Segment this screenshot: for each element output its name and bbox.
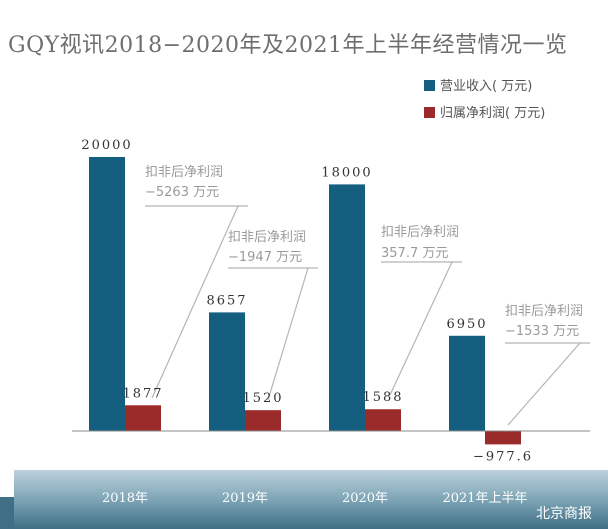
legend-label-profit: 归属净利润( 万元) xyxy=(440,106,545,121)
revenue-value-label-3: 6950 xyxy=(446,317,487,332)
profit-value-label-1: 1520 xyxy=(242,391,283,406)
annotation-leader-2 xyxy=(389,261,453,396)
annotation-value-1: −1947 万元 xyxy=(228,250,302,265)
revenue-bar-2 xyxy=(329,184,365,431)
legend-label-revenue: 营业收入( 万元) xyxy=(440,79,532,94)
category-band xyxy=(14,470,608,529)
profit-bar-2 xyxy=(365,409,401,431)
revenue-bar-1 xyxy=(209,312,245,431)
annotation-value-3: −1533 万元 xyxy=(505,324,579,339)
profit-bar-1 xyxy=(245,410,281,431)
category-label-2: 2020年 xyxy=(342,491,388,506)
profit-value-label-2: 1588 xyxy=(362,390,403,405)
category-label-0: 2018年 xyxy=(102,491,148,506)
annotation-title-3: 扣非后净利润 xyxy=(505,304,583,319)
annotation-value-2: 357.7 万元 xyxy=(381,246,448,261)
label-layer: 20000 8657 18000 6950 1877 1520 1588 −977.6 2018… xyxy=(81,138,533,506)
profit-bar-3 xyxy=(485,431,521,445)
source-label: 北京商报 xyxy=(536,506,592,522)
profit-value-label-3: −977.6 xyxy=(473,449,533,464)
annotation-title-0: 扣非后净利润 xyxy=(145,165,223,180)
chart-title: GQY视讯2018−2020年及2021年上半年经营情况一览 xyxy=(8,33,568,58)
revenue-bar-0 xyxy=(89,157,125,431)
revenue-value-label-1: 8657 xyxy=(206,293,247,308)
annotation-leader-1 xyxy=(267,267,309,401)
revenue-bar-3 xyxy=(449,335,485,431)
bar-layer xyxy=(89,157,521,445)
profit-value-label-0: 1877 xyxy=(122,386,163,401)
revenue-value-label-0: 20000 xyxy=(81,138,132,153)
revenue-value-label-2: 18000 xyxy=(321,165,372,180)
annotation-title-1: 扣非后净利润 xyxy=(228,230,306,245)
annotation-title-2: 扣非后净利润 xyxy=(381,225,459,240)
profit-bar-0 xyxy=(125,405,161,431)
annotation-value-0: −5263 万元 xyxy=(145,185,219,200)
legend-swatch-profit xyxy=(424,107,435,118)
legend-swatch-revenue xyxy=(424,80,435,91)
annotation-leader-3 xyxy=(507,342,581,426)
category-label-1: 2019年 xyxy=(222,491,268,506)
annotation-leader-0 xyxy=(151,205,239,399)
category-label-3: 2021年上半年 xyxy=(442,491,527,506)
band-edge xyxy=(0,497,14,529)
